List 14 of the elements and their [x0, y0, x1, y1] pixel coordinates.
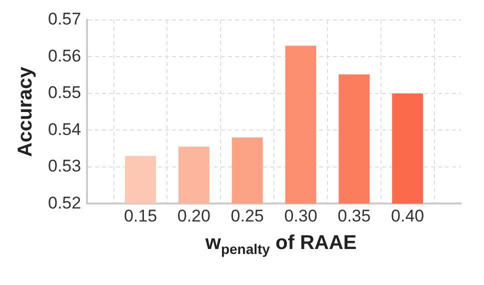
x-tick-label: 0.15: [124, 206, 158, 226]
y-tick-label: 0.56: [48, 46, 82, 66]
y-tick-label: 0.57: [48, 10, 82, 29]
y-axis-title: Accuracy: [14, 66, 37, 157]
x-tick-label: 0.30: [284, 206, 318, 226]
x-tick-label: 0.40: [391, 206, 424, 226]
y-tick-label: 0.54: [48, 120, 82, 139]
y-tick-label: 0.55: [48, 83, 82, 102]
x-tick-label: 0.20: [177, 206, 210, 226]
y-tick-label: 0.53: [48, 156, 82, 176]
x-tick-label: 0.25: [230, 206, 264, 226]
y-tick-label: 0.52: [48, 193, 82, 212]
x-axis-title: w$_{penalty}$ of RAAE: [204, 232, 358, 257]
x-tick-label: 0.35: [338, 206, 371, 226]
